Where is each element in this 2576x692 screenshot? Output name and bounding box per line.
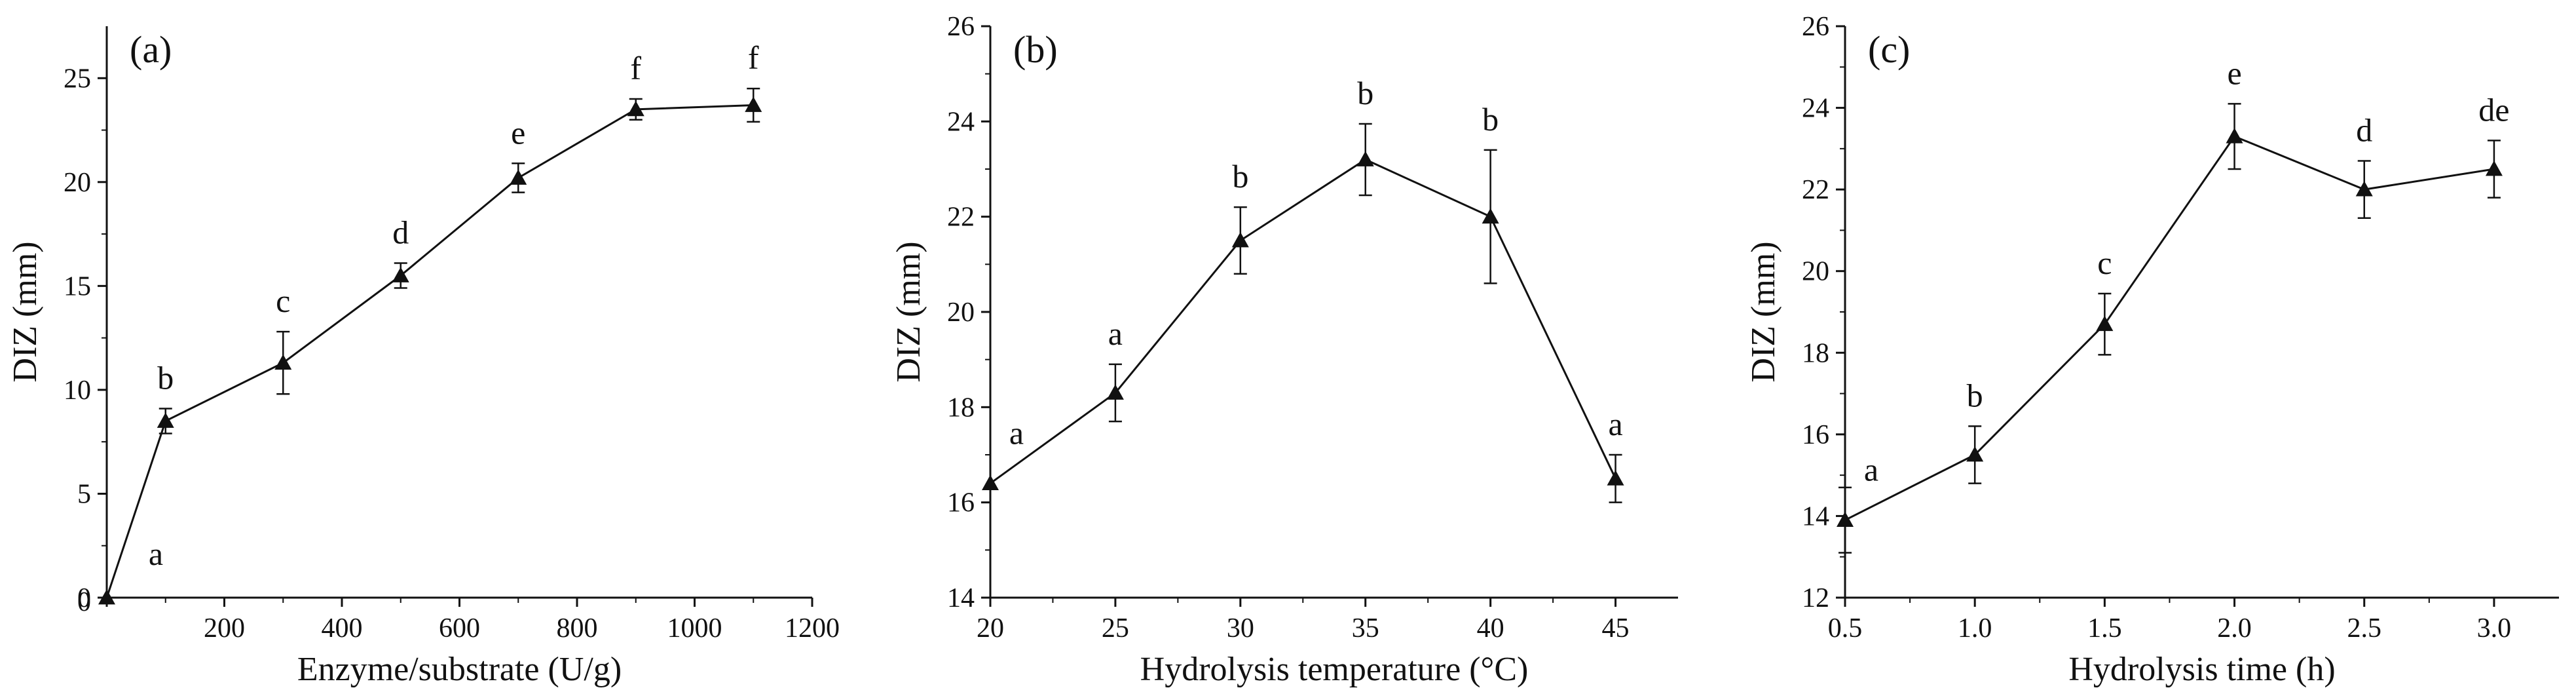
y-tick-label: 26 <box>947 12 975 42</box>
y-tick-label: 25 <box>64 64 91 94</box>
data-point <box>1106 384 1124 400</box>
data-point <box>392 267 409 282</box>
x-tick-label: 45 <box>1602 613 1630 644</box>
x-tick-label: 0.5 <box>1828 613 1863 644</box>
x-tick-label: 1.0 <box>1958 613 1992 644</box>
data-point <box>98 589 115 605</box>
y-tick-label: 20 <box>947 298 975 328</box>
data-point <box>982 474 999 490</box>
data-point <box>2226 128 2243 144</box>
y-tick-label: 24 <box>947 107 975 137</box>
data-point <box>510 169 527 185</box>
x-tick-label: 40 <box>1477 613 1504 644</box>
y-tick-label: 22 <box>947 202 975 233</box>
x-tick-label: 2.5 <box>2347 613 2381 644</box>
y-tick-label: 20 <box>1802 257 1829 287</box>
significance-letter: a <box>149 535 163 572</box>
x-tick-label: 1200 <box>785 613 840 644</box>
data-point <box>1231 232 1249 248</box>
data-point <box>1966 446 1984 462</box>
series-line <box>990 158 1616 484</box>
y-axis-title: DIZ (mm) <box>1745 241 1782 382</box>
data-point <box>274 354 292 370</box>
x-tick-label: 800 <box>557 613 598 644</box>
significance-letter: b <box>1482 101 1499 138</box>
significance-letter: de <box>2478 91 2509 128</box>
x-tick-label: 3.0 <box>2477 613 2512 644</box>
panel-a: 0 5 10 15 20 25 200 400 600 800 1000 1200 0 Enzyme/su… <box>7 26 840 688</box>
y-axis-title: DIZ (mm) <box>890 241 927 382</box>
significance-letter: b <box>1357 75 1373 111</box>
x-axis-title: Hydrolysis time (h) <box>2068 651 2335 688</box>
significance-letter: a <box>1608 406 1622 442</box>
y-tick-label: 10 <box>64 375 91 406</box>
significance-letter: a <box>1009 415 1024 452</box>
data-point <box>745 96 762 112</box>
significance-letter: f <box>630 50 641 86</box>
x-tick-label: 600 <box>439 613 480 644</box>
x-tick-label: 20 <box>977 613 1004 644</box>
y-axis-title: DIZ (mm) <box>7 241 44 382</box>
x-tick-label: 35 <box>1352 613 1379 644</box>
y-tick-label: 16 <box>1802 420 1829 450</box>
x-axis-title: Enzyme/substrate (U/g) <box>297 651 622 688</box>
data-point <box>2355 181 2373 197</box>
x-tick-label: 30 <box>1227 613 1254 644</box>
y-tick-label: 12 <box>1802 583 1829 613</box>
significance-letter: b <box>157 359 174 396</box>
x-tick-label: 1.5 <box>2087 613 2122 644</box>
data-point <box>1482 208 1499 224</box>
significance-letter: b <box>1232 158 1248 195</box>
y-tick-label: 0 <box>77 583 91 613</box>
significance-letter: d <box>392 214 409 250</box>
origin-label: 0 <box>77 587 91 617</box>
y-tick-label: 18 <box>947 393 975 423</box>
data-point <box>1607 470 1624 486</box>
x-axis-title: Hydrolysis temperature (°C) <box>1140 651 1529 688</box>
significance-letter: e <box>2227 54 2241 91</box>
y-tick-label: 5 <box>77 479 91 509</box>
data-point <box>1356 151 1374 166</box>
y-tick-label: 22 <box>1802 175 1829 205</box>
x-tick-label: 1000 <box>667 613 722 644</box>
series-line <box>1844 135 2495 521</box>
y-tick-label: 24 <box>1802 94 1829 124</box>
series-line <box>105 104 754 598</box>
x-tick-label: 25 <box>1102 613 1129 644</box>
x-tick-label: 400 <box>322 613 363 644</box>
panel-label: (c) <box>1868 28 1910 71</box>
x-tick-label: 200 <box>204 613 245 644</box>
panel-c: 12 14 16 18 20 22 24 26 0.5 1.0 1.5 2.0 2.5 3.0 Hydrol… <box>1745 12 2559 688</box>
data-point <box>1837 511 1854 528</box>
y-tick-label: 26 <box>1802 12 1829 42</box>
significance-letter: a <box>1108 315 1123 352</box>
significance-letter: a <box>1864 452 1878 488</box>
significance-letter: c <box>2097 244 2112 281</box>
significance-letter: f <box>748 39 759 76</box>
significance-letter: d <box>2356 112 2372 149</box>
y-tick-label: 20 <box>64 168 91 198</box>
panel-label: (b) <box>1013 28 1058 71</box>
data-point <box>2096 315 2114 332</box>
data-point <box>2485 161 2503 176</box>
y-tick-label: 15 <box>64 271 91 301</box>
significance-letter: e <box>511 114 525 151</box>
y-tick-label: 16 <box>947 488 975 518</box>
significance-letter: c <box>276 282 290 319</box>
significance-letter: b <box>1967 377 1983 413</box>
y-tick-label: 18 <box>1802 338 1829 368</box>
panel-b: 14 16 18 20 22 24 26 20 25 30 35 40 45 Hydrolysis tem… <box>890 12 1678 688</box>
y-tick-label: 14 <box>1802 501 1829 531</box>
x-tick-label: 2.0 <box>2217 613 2252 644</box>
data-point <box>627 100 644 117</box>
y-tick-label: 14 <box>947 583 975 613</box>
data-point <box>157 412 174 428</box>
panel-label: (a) <box>130 28 172 71</box>
